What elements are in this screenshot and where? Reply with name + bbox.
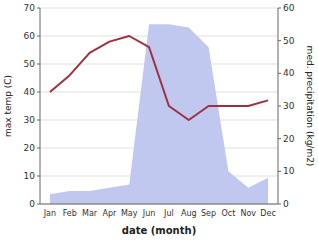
y2-tick: [278, 171, 281, 172]
y2-tick-label: 60: [283, 3, 295, 13]
y2-axis-title: med. precipitation (kg/m2): [305, 46, 315, 167]
data: [50, 24, 268, 204]
y-tick: [37, 176, 40, 177]
x-tick-label: Jan: [43, 209, 56, 218]
x-tick-label: Nov: [240, 209, 256, 218]
y2-tick-label: 10: [283, 166, 295, 176]
grid-line: [40, 204, 278, 205]
temperature-line: [50, 36, 268, 120]
x-tick-label: Jun: [142, 209, 156, 218]
chart: 0 10 20 30 40 50 60 70 0 10 20 30 40 50 60 Jan Feb Mar Apr…: [0, 0, 318, 247]
y2-tick: [278, 73, 281, 74]
y2-tick: [278, 204, 281, 205]
y2-tick: [278, 8, 281, 9]
y-tick-label: 40: [24, 87, 36, 97]
y2-tick-label: 50: [283, 36, 295, 46]
y-tick: [37, 92, 40, 93]
x-axis-title: date (month): [122, 225, 196, 236]
x-tick-label: Apr: [102, 209, 117, 218]
y2-tick-label: 30: [283, 101, 295, 111]
y-tick-label: 10: [24, 171, 36, 181]
x-tick-label: Sep: [201, 209, 216, 218]
y2-tick: [278, 40, 281, 41]
x-tick-label: Feb: [63, 209, 77, 218]
y2-tick-label: 0: [283, 199, 289, 209]
y-tick: [37, 36, 40, 37]
y-tick: [37, 204, 40, 205]
x-ticks: Jan Feb Mar Apr May Jun Jul Aug Sep Oct Nov Dec: [43, 209, 276, 218]
y-tick: [37, 64, 40, 65]
y-tick-label: 60: [24, 31, 36, 41]
y-tick-label: 70: [24, 3, 36, 13]
y-tick: [37, 120, 40, 121]
y-tick: [37, 148, 40, 149]
y2-tick: [278, 106, 281, 107]
y2-ticks: 0 10 20 30 40 50 60: [278, 3, 295, 209]
x-tick-label: Mar: [82, 209, 98, 218]
precipitation-area: [50, 24, 268, 204]
y2-tick-label: 20: [283, 134, 295, 144]
y-axis-line: [40, 8, 41, 204]
axes: [40, 8, 278, 204]
y-tick-label: 0: [29, 199, 35, 209]
grid: [40, 8, 278, 204]
x-tick-label: May: [121, 209, 138, 218]
x-tick-label: Jul: [163, 209, 174, 218]
y-ticks: 0 10 20 30 40 50 60 70: [24, 3, 40, 209]
x-tick-label: Oct: [221, 209, 235, 218]
y2-tick-label: 40: [283, 68, 295, 78]
y-tick-label: 50: [24, 59, 36, 69]
x-axis-line: [40, 204, 278, 205]
x-tick-label: Aug: [181, 209, 197, 218]
y-tick-label: 30: [24, 115, 36, 125]
y-tick-label: 20: [24, 143, 36, 153]
grid-line: [40, 8, 278, 9]
y2-tick: [278, 138, 281, 139]
y-tick: [37, 8, 40, 9]
x-tick-label: Dec: [260, 209, 275, 218]
y-axis-title: max temp (C): [3, 75, 13, 137]
